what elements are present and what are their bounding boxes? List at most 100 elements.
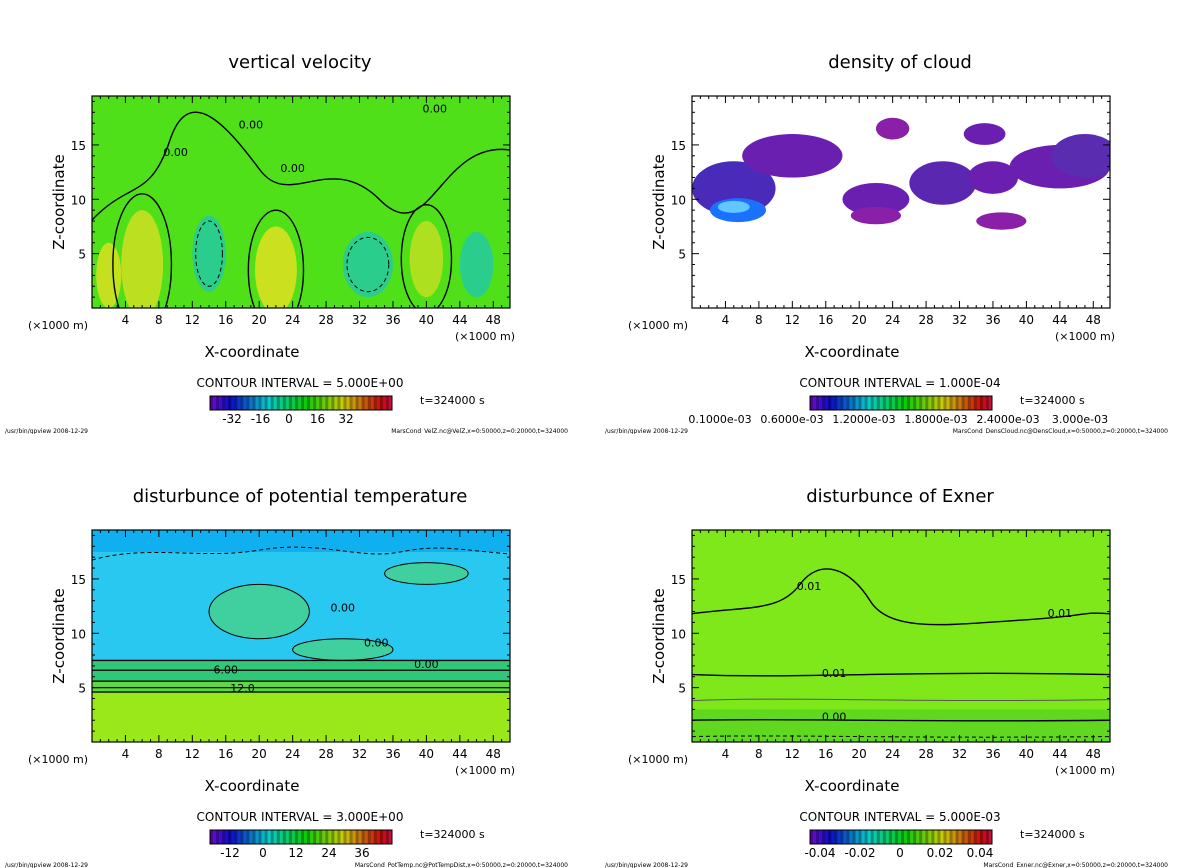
colorbar-swatch (855, 830, 859, 844)
colorbar-swatch (882, 830, 887, 844)
colorbar-swatch (916, 396, 920, 410)
colorbar-swatch (910, 396, 914, 410)
colorbar-swatch (349, 830, 353, 844)
colorbar-swatch (304, 396, 308, 410)
contour-label: 0.00 (423, 102, 448, 115)
colorbar-swatch (925, 396, 929, 410)
colorbar-swatch (976, 830, 981, 844)
x-tick-label: 12 (185, 747, 200, 761)
colorbar-swatch (873, 830, 878, 844)
colorbar-swatch (837, 830, 841, 844)
colorbar-swatch (294, 830, 299, 844)
colorbar-swatch (970, 396, 975, 410)
x-tick-label: 20 (852, 313, 867, 327)
colorbar-swatch (234, 830, 238, 844)
x-tick-label: 44 (1052, 747, 1067, 761)
colorbar-swatch (346, 396, 350, 410)
colorbar-swatch (831, 396, 835, 410)
colorbar-swatch (325, 396, 329, 410)
chart-title: disturbunce of Exner (806, 486, 994, 507)
colorbar-swatch (916, 830, 920, 844)
colorbar-swatch (288, 396, 293, 410)
colorbar-swatch (261, 396, 265, 410)
y-tick-label: 10 (671, 627, 686, 641)
y-tick-label: 15 (671, 573, 686, 587)
colorbar-tick-label: -16 (251, 412, 271, 426)
colorbar-swatch (967, 396, 972, 410)
colorbar-swatch (385, 396, 390, 410)
warm-blob (384, 562, 469, 585)
colorbar-swatch (343, 396, 347, 410)
colorbar-swatch (897, 396, 902, 410)
colorbar-swatch (310, 396, 314, 410)
x-tick-label: 44 (452, 747, 467, 761)
colorbar-swatch (273, 830, 278, 844)
colorbar-swatch (934, 830, 938, 844)
colorbar-swatch (376, 396, 381, 410)
colorbar-swatch (273, 396, 278, 410)
colorbar-swatch (334, 396, 338, 410)
colorbar-swatch (840, 396, 844, 410)
contour-label: 0.00 (163, 146, 188, 159)
colorbar-swatch (316, 830, 320, 844)
colorbar-swatch (822, 396, 826, 410)
chart-title: density of cloud (828, 52, 972, 73)
downdraft-blob (192, 215, 226, 292)
colorbar-swatch (952, 396, 956, 410)
colorbar-swatch (225, 830, 229, 844)
footer-right: MarsCond_Exner.nc@Exner,x=0:50000,z=0:20… (983, 862, 1168, 868)
colorbar-swatch (258, 396, 262, 410)
y-tick-label: 15 (71, 573, 86, 587)
colorbar-swatch (858, 830, 862, 844)
x-tick-label: 16 (218, 747, 233, 761)
y-tick-label: 15 (671, 139, 686, 153)
colorbar-swatch (819, 396, 823, 410)
x-tick-label: 48 (1086, 747, 1101, 761)
colorbar-swatch (240, 396, 244, 410)
colorbar-swatch (958, 830, 962, 844)
x-tick-label: 36 (985, 747, 1000, 761)
colorbar-swatch (964, 830, 969, 844)
colorbar (809, 829, 993, 845)
colorbar-swatch (925, 830, 929, 844)
x-tick-label: 32 (352, 313, 367, 327)
chart-svg: 0.000.000.000.004 8 12 16 20 24 28 32 36 40 44 4851… (5, 52, 568, 434)
colorbar-swatch (894, 396, 899, 410)
colorbar-swatch (879, 396, 884, 410)
colorbar-swatch (358, 396, 362, 410)
colorbar-swatch (240, 830, 244, 844)
colorbar-swatch (919, 830, 923, 844)
contour-interval: CONTOUR INTERVAL = 5.000E-03 (799, 810, 1000, 824)
colorbar-swatch (246, 396, 250, 410)
panel-potential-temperature: 0.00 0.00 0.00 6.00 12.0 4 8 12 16 20 24 28 32 36 40 44… (0, 434, 600, 868)
contour-line (92, 111, 510, 221)
x-tick-label: 24 (885, 313, 900, 327)
contour-label: 12.0 (230, 682, 255, 695)
chart-title: vertical velocity (228, 52, 372, 73)
x-tick-label: 16 (218, 313, 233, 327)
colorbar-swatch (352, 830, 356, 844)
colorbar-swatch (931, 396, 935, 410)
colorbar-swatch (370, 830, 375, 844)
y-tick-label: 5 (678, 682, 686, 696)
colorbar-swatch (867, 830, 871, 844)
colorbar-tick-label: 12 (288, 846, 303, 860)
colorbar-swatch (888, 830, 893, 844)
colorbar-swatch (297, 830, 302, 844)
contour-line-negative (692, 735, 1110, 738)
footer-right: MarsCond_VelZ.nc@VelZ,x=0:50000,z=0:2000… (391, 428, 568, 434)
colorbar-swatch (385, 830, 390, 844)
colorbar-swatch (891, 396, 896, 410)
colorbar-swatch (231, 396, 235, 410)
colorbar-swatch (840, 830, 844, 844)
colorbar-swatch (237, 830, 241, 844)
colorbar-swatch (825, 830, 829, 844)
colorbar-swatch (831, 830, 835, 844)
x-tick-label: 20 (852, 747, 867, 761)
time-label: t=324000 s (1020, 394, 1085, 407)
colorbar-swatch (279, 396, 284, 410)
colorbar-swatch (361, 396, 365, 410)
colorbar-swatch (816, 396, 820, 410)
colorbar-swatch (843, 830, 847, 844)
colorbar-swatch (361, 830, 365, 844)
